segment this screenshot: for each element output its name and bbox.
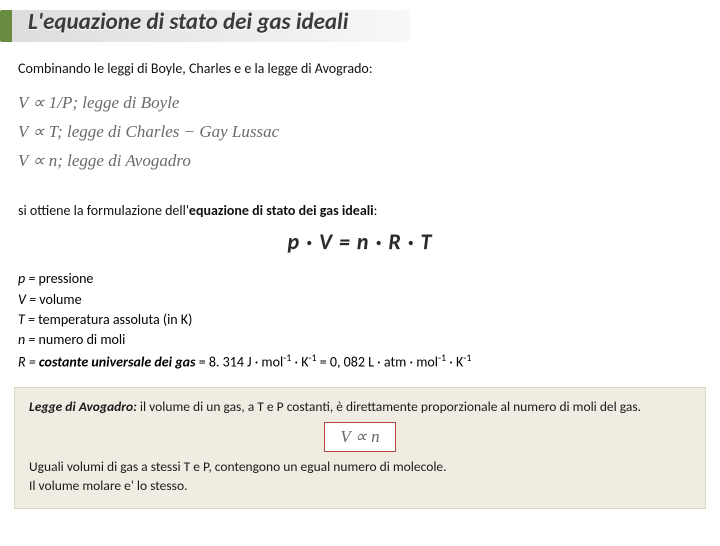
footnote-box: Legge di Avogadro: il volume di un gas, … [14, 387, 706, 509]
law-avogadro: V ∝ n; legge di Avogadro [18, 147, 720, 176]
def-r-val: = 8. 314 J · mol [196, 353, 284, 370]
lead2-b: equazione di stato dei gas ideali [189, 202, 374, 219]
law-charles: V ∝ T; legge di Charles − Gay Lussac [18, 118, 720, 147]
sup-3: -1 [438, 351, 446, 364]
def-r-t3: · K [446, 353, 463, 370]
equation-row: p · V = n · R · T [0, 228, 720, 255]
definitions: p = pressione V = volume T = temperatura… [0, 265, 720, 372]
def-r: R = costante universale dei gas = 8. 314… [18, 351, 700, 373]
footnote-t1: il volume di un gas, a T e P costanti, è… [137, 398, 641, 415]
def-p: p = pressione [18, 269, 700, 289]
def-r-t2: = 0, 082 L · atm · mol [317, 353, 438, 370]
title-bar: L'equazione di stato dei gas ideali [0, 6, 720, 46]
laws-block: V ∝ 1/P; legge di Boyle V ∝ T; legge di … [18, 89, 720, 176]
sup-2: -1 [308, 351, 316, 364]
ideal-gas-equation: p · V = n · R · T [288, 228, 433, 255]
footnote-lead: Legge di Avogadro: [29, 398, 137, 415]
law-boyle: V ∝ 1/P; legge di Boyle [18, 89, 720, 118]
footnote-t3: Il volume molare e' lo stesso. [29, 477, 691, 496]
def-p-text: pressione [39, 270, 94, 287]
v-proportional-box: V ∝ n [324, 422, 396, 452]
page-title: L'equazione di stato dei gas ideali [28, 8, 348, 36]
lead2-a: si ottiene la formulazione dell' [18, 202, 189, 219]
def-r-t1: · K [291, 353, 308, 370]
footnote-t2: Uguali volumi di gas a stessi T e P, con… [29, 458, 691, 477]
def-n: n = numero di moli [18, 330, 700, 350]
def-t: T = temperatura assoluta (in K) [18, 310, 700, 330]
footnote-row1: Legge di Avogadro: il volume di un gas, … [29, 398, 691, 417]
title-accent-bar [0, 10, 12, 42]
def-v-text: volume [39, 291, 81, 308]
sup-4: -1 [463, 351, 471, 364]
footnote-text1: Legge di Avogadro: il volume di un gas, … [29, 398, 691, 417]
def-v: V = volume [18, 290, 700, 310]
def-n-text: numero di moli [39, 331, 126, 348]
def-r-label: costante universale dei gas [39, 353, 196, 370]
intro-text: Combinando le leggi di Boyle, Charles e … [0, 46, 720, 79]
def-t-text: temperatura assoluta (in K) [38, 311, 192, 328]
lead-equation: si ottiene la formulazione dell'equazion… [0, 188, 720, 221]
